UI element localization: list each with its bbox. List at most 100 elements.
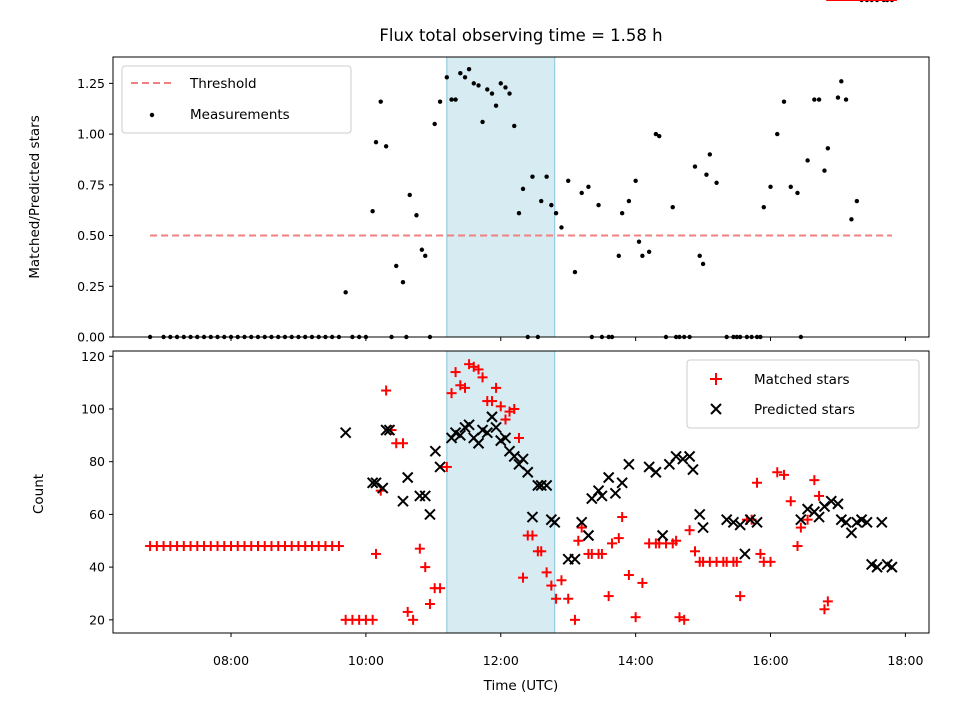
measurement-point: [370, 209, 375, 214]
measurement-point: [471, 81, 476, 86]
predicted-star-point: [463, 419, 475, 431]
measurement-point: [480, 119, 485, 125]
predicted-star-point: [840, 516, 852, 529]
measurement-point: [812, 97, 817, 102]
matched-star-point: [420, 562, 431, 573]
matched-star-point: [441, 461, 452, 472]
measurement-point: [566, 178, 571, 183]
measurement-point: [596, 202, 601, 208]
predicted-star-point: [532, 479, 544, 492]
measurement-point: [516, 211, 522, 216]
predicted-star-point: [609, 487, 622, 500]
threshold-legend-label: Threshold: [189, 76, 257, 92]
predicted-star-point: [582, 529, 595, 542]
matched-star-point: [569, 614, 580, 625]
matched-star-point: [819, 604, 830, 615]
predicted-star-point: [886, 561, 898, 573]
measurement-point: [795, 190, 800, 196]
predicted-star-point: [871, 561, 883, 573]
predicted-legend-swatch: [710, 403, 722, 415]
measurement-point: [805, 158, 810, 163]
predicted-star-point: [795, 513, 807, 526]
predicted-star-point: [380, 424, 392, 436]
measurement-point: [843, 97, 849, 102]
top-y-axis-label: Matched/Predicted stars: [27, 115, 43, 278]
measurement-point: [462, 75, 468, 80]
bottom-y-ticks: 20 40 60 80 100 120: [81, 349, 113, 627]
matched-star-point: [684, 525, 695, 536]
matched-star-point: [563, 593, 574, 604]
measurement-point: [788, 184, 793, 190]
matched-star-point: [630, 612, 641, 623]
y-tick-label: 1.00: [77, 127, 105, 142]
matched-star-point: [603, 591, 614, 602]
matched-star-point: [477, 372, 488, 383]
predicted-star-point: [683, 450, 696, 463]
matched-star-point: [779, 469, 790, 480]
matched-star-point: [450, 367, 461, 378]
y-tick-label: 0.25: [77, 279, 105, 294]
measurement-point: [825, 146, 831, 151]
measurement-point: [781, 99, 787, 104]
measurement-point: [378, 99, 383, 104]
y-tick-label: 0.00: [77, 330, 105, 345]
bottom-axes-frame: [112, 350, 930, 634]
matched-star-point: [408, 614, 419, 625]
top-legend: Threshold Measurements: [121, 65, 352, 134]
predicted-star-point: [499, 432, 512, 444]
measurement-point: [657, 133, 662, 139]
predicted-star-point: [419, 490, 431, 502]
matched-star-point: [735, 591, 746, 602]
measurement-point: [670, 204, 675, 210]
matched-star-point: [623, 570, 634, 581]
matched-star-point: [814, 490, 825, 501]
predicted-star-point: [429, 445, 442, 457]
matched-legend-label: Matched stars: [754, 372, 850, 388]
matched-star-point: [495, 401, 506, 412]
predicted-star-point: [424, 508, 436, 521]
measurements-legend-swatch: [149, 112, 155, 118]
matched-star-point: [473, 364, 484, 375]
y-tick-label: 0.75: [77, 177, 105, 192]
figure-title: Flux total observing time = 1.58 h: [379, 26, 662, 45]
measurements-points: [147, 0, 895, 340]
measurement-point: [419, 247, 425, 252]
measurement-point: [383, 144, 389, 149]
measurement-point: [707, 152, 713, 157]
measurement-point: [498, 81, 503, 86]
predicted-star-point: [727, 516, 740, 529]
predicted-star-point: [383, 424, 396, 436]
matched-star-point: [414, 543, 425, 554]
predicted-star-point: [876, 516, 888, 529]
x-tick-label: 14:00: [618, 653, 654, 668]
measurement-point: [626, 198, 632, 204]
predicted-star-point: [677, 453, 689, 465]
y-tick-label: 80: [89, 454, 105, 469]
measurement-point: [835, 95, 841, 100]
predicted-star-point: [397, 495, 409, 507]
measurement-point: [493, 103, 499, 108]
matched-star-point: [527, 530, 538, 541]
matched-star-point: [487, 396, 498, 407]
matched-star-point: [460, 382, 471, 393]
measurement-point: [633, 178, 638, 183]
measurement-point: [646, 249, 652, 254]
bottom-panel-count: 20 40 60 80 100 120 08:00 10:00 12:00 14:00 16:00…: [31, 0, 930, 694]
predicted-star-point: [861, 516, 873, 529]
measurement-point: [653, 131, 659, 137]
matched-star-point: [397, 438, 408, 449]
matched-star-point: [731, 556, 742, 567]
matched-star-point: [546, 580, 557, 591]
predicted-star-point: [845, 527, 858, 539]
bottom-x-ticks: 08:00 10:00 12:00 14:00 16:00 18:00: [213, 633, 923, 668]
measurement-point: [816, 97, 822, 102]
matched-star-point: [500, 414, 511, 425]
matched-star-point: [371, 548, 382, 559]
measurement-point: [466, 66, 472, 72]
matched-legend-swatch: [710, 373, 722, 385]
measurement-point: [616, 253, 621, 259]
measurement-point: [553, 211, 559, 216]
y-tick-label: 1.25: [77, 76, 105, 91]
matched-star-point: [613, 533, 624, 544]
predicted-star-point: [832, 498, 844, 510]
